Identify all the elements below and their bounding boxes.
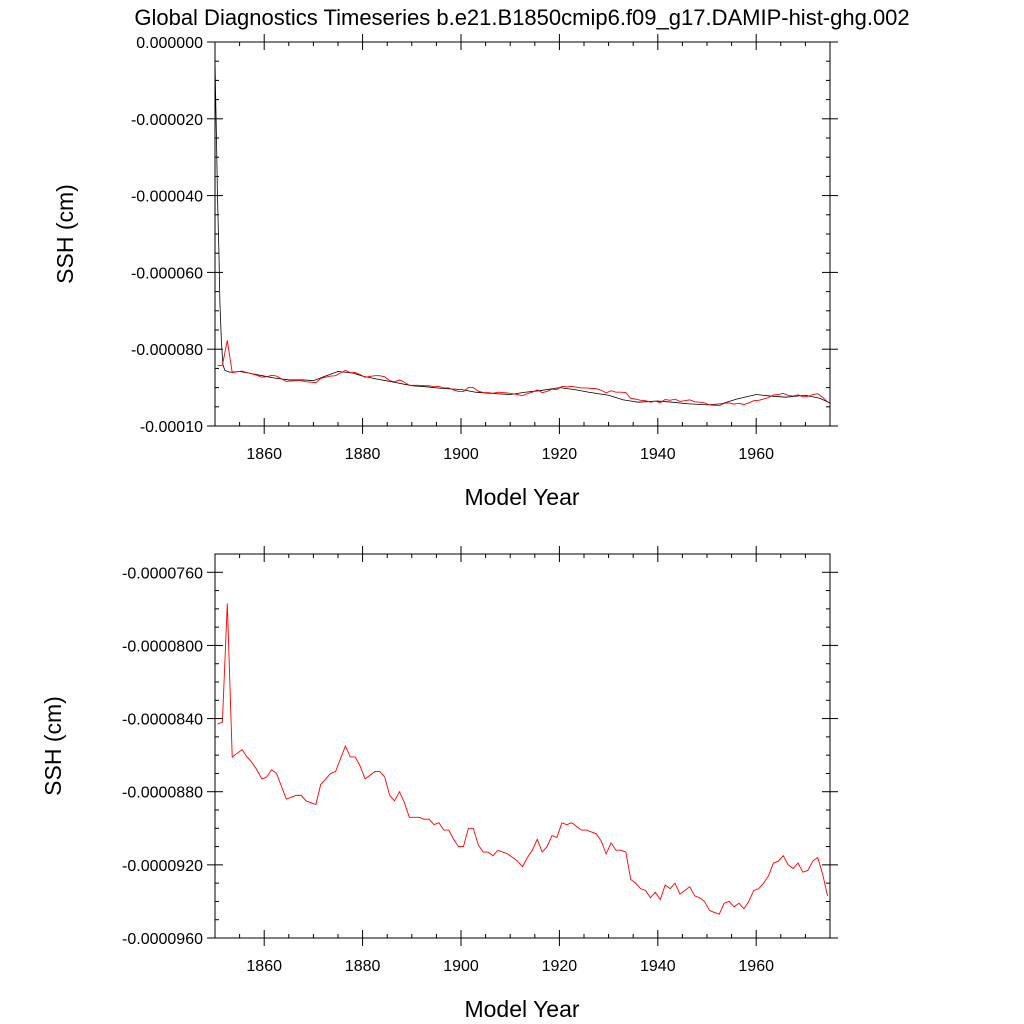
bottom-x-tick-label: 1960 <box>738 958 774 975</box>
chart-title: Global Diagnostics Timeseries b.e21.B185… <box>134 5 909 30</box>
top-x-tick-label: 1960 <box>738 446 774 463</box>
bottom-series-red-line <box>217 603 828 915</box>
top-y-tick-label: -0.000060 <box>131 265 203 282</box>
top-y-tick-label: -0.00010 <box>140 419 203 436</box>
top-y-tick-label: -0.000040 <box>131 189 203 206</box>
top-x-tick-label: 1880 <box>345 446 381 463</box>
top-x-tick-label: 1920 <box>542 446 578 463</box>
top-panel: Model Year SSH (cm) 1860 1880 1900 1920 1940… <box>52 34 838 510</box>
bottom-x-axis-label: Model Year <box>464 996 579 1022</box>
bottom-y-axis-label: SSH (cm) <box>40 696 66 796</box>
top-y-tick-label: -0.000020 <box>131 112 203 129</box>
bottom-y-tick-label: -0.0000800 <box>122 638 203 655</box>
bottom-y-tick-label: -0.0000920 <box>122 858 203 875</box>
top-x-axis-label: Model Year <box>464 484 579 510</box>
top-y-axis-label: SSH (cm) <box>52 184 78 284</box>
bottom-y-tick-label: -0.0000880 <box>122 785 203 802</box>
top-series-red-line <box>217 340 828 407</box>
bottom-x-tick-label: 1940 <box>640 958 676 975</box>
top-y-tick-label: -0.000080 <box>131 342 203 359</box>
bottom-plot-frame <box>214 553 831 939</box>
top-series-black-line <box>214 59 831 406</box>
bottom-x-tick-label: 1860 <box>246 958 282 975</box>
top-y-tick-label: 0.000000 <box>136 35 203 52</box>
top-x-tick-label: 1860 <box>246 446 282 463</box>
top-plot-frame <box>214 41 831 427</box>
top-x-tick-label: 1940 <box>640 446 676 463</box>
bottom-y-tick-label: -0.0000840 <box>122 712 203 729</box>
bottom-panel: Model Year SSH (cm) 1860 1880 1900 1920 1940… <box>40 546 838 1022</box>
bottom-y-tick-label: -0.0000960 <box>122 931 203 948</box>
bottom-x-tick-label: 1920 <box>542 958 578 975</box>
bottom-x-tick-label: 1900 <box>443 958 479 975</box>
bottom-x-tick-label: 1880 <box>345 958 381 975</box>
bottom-y-tick-label: -0.0000760 <box>122 565 203 582</box>
top-x-tick-label: 1900 <box>443 446 479 463</box>
